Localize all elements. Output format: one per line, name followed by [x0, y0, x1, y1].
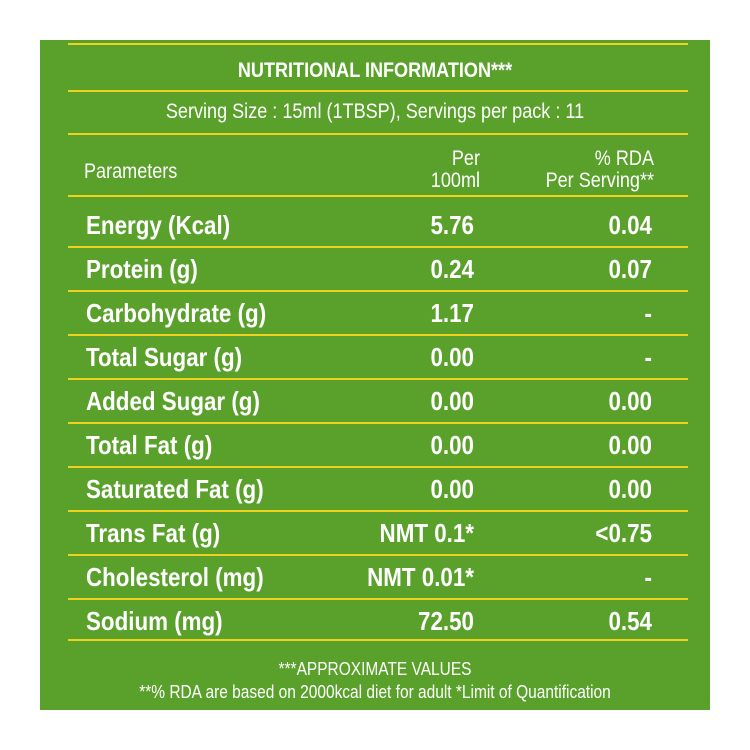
- serving-info: Serving Size : 15ml (1TBSP), Servings pe…: [165, 100, 585, 123]
- nutrient-name: Energy (Kcal): [86, 210, 231, 240]
- row-rule: [68, 378, 688, 380]
- row-rule: [68, 598, 688, 600]
- nutrient-per-100ml: 0.00: [430, 386, 474, 416]
- header-per-100ml: Per 100ml: [360, 148, 480, 192]
- top-rule: [68, 43, 688, 45]
- header-per-line1: Per: [451, 147, 480, 170]
- nutrient-rda: 0.00: [608, 474, 652, 504]
- nutrient-name: Cholesterol (mg): [86, 562, 264, 592]
- serving-rule: [68, 133, 688, 135]
- nutrient-name: Carbohydrate (g): [86, 298, 267, 328]
- header-parameters: Parameters: [84, 160, 178, 183]
- nutrient-per-100ml: 72.50: [418, 606, 474, 636]
- nutrient-per-100ml: 1.17: [430, 298, 474, 328]
- row-rule: [68, 422, 688, 424]
- nutrient-rda: 0.07: [608, 254, 652, 284]
- nutrient-per-100ml: 0.00: [430, 474, 474, 504]
- nutrient-rda: 0.00: [608, 430, 652, 460]
- nutrient-rda: -: [644, 342, 652, 372]
- nutrient-name: Total Fat (g): [86, 430, 213, 460]
- header-rda: % RDA Per Serving**: [487, 148, 654, 192]
- nutrient-name: Added Sugar (g): [86, 386, 260, 416]
- nutrient-rda: -: [644, 298, 652, 328]
- row-rule: [68, 554, 688, 556]
- nutrient-per-100ml: 0.00: [430, 430, 474, 460]
- row-rule: [68, 246, 688, 248]
- nutrient-name: Saturated Fat (g): [86, 474, 264, 504]
- footnote-rda: **% RDA are based on 2000kcal diet for a…: [139, 682, 611, 702]
- row-rule: [68, 334, 688, 336]
- header-rda-line1: % RDA: [594, 147, 654, 170]
- title-rule: [68, 90, 688, 92]
- nutrient-per-100ml: NMT 0.1*: [379, 518, 474, 548]
- footnote-approx: ***APPROXIMATE VALUES: [278, 659, 472, 679]
- nutrient-per-100ml: 0.00: [430, 342, 474, 372]
- nutrient-rda: <0.75: [595, 518, 652, 548]
- row-rule: [68, 290, 688, 292]
- table-title: NUTRITIONAL INFORMATION***: [237, 59, 513, 82]
- row-rule: [68, 466, 688, 468]
- nutrient-name: Total Sugar (g): [86, 342, 243, 372]
- nutrient-per-100ml: 5.76: [430, 210, 474, 240]
- nutrient-name: Protein (g): [86, 254, 198, 284]
- header-per-line2: 100ml: [430, 169, 480, 192]
- nutrient-rda: 0.00: [608, 386, 652, 416]
- header-rule: [68, 195, 688, 197]
- row-rule: [68, 510, 688, 512]
- nutrient-name: Sodium (mg): [86, 606, 223, 636]
- nutrition-panel: NUTRITIONAL INFORMATION*** Serving Size …: [40, 40, 710, 710]
- nutrient-name: Trans Fat (g): [86, 518, 221, 548]
- nutrient-rda: -: [644, 562, 652, 592]
- bottom-rule: [68, 639, 688, 641]
- nutrient-rda: 0.04: [608, 210, 652, 240]
- nutrient-rda: 0.54: [608, 606, 652, 636]
- nutrient-per-100ml: NMT 0.01*: [367, 562, 474, 592]
- nutrient-per-100ml: 0.24: [430, 254, 474, 284]
- header-rda-line2: Per Serving**: [545, 169, 654, 192]
